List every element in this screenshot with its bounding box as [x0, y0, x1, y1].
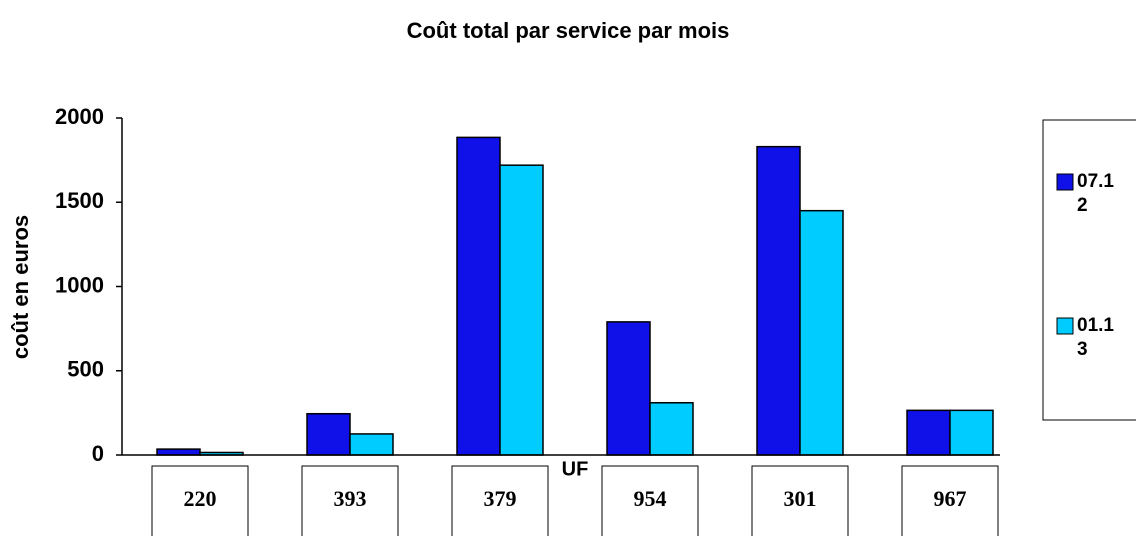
bar [156, 448, 201, 456]
bar [499, 164, 544, 456]
bar [799, 209, 844, 456]
x-axis-label: UF [562, 458, 589, 480]
category-box [751, 465, 849, 536]
bar [649, 402, 694, 456]
category-box [301, 465, 399, 536]
legend-label: 01.13 [1077, 315, 1114, 360]
x-tick-label: 954 [634, 486, 667, 511]
category-box [901, 465, 999, 536]
category-box [451, 465, 549, 536]
y-tick-label: 2000 [55, 104, 104, 129]
bar [906, 409, 951, 456]
y-tick-label: 0 [92, 441, 104, 466]
bar [306, 412, 351, 456]
y-tick-label: 500 [67, 357, 104, 382]
legend-label: 07.12 [1077, 171, 1114, 216]
legend-swatch [1056, 173, 1074, 191]
chart-title: Coût total par service par mois [407, 18, 730, 43]
x-tick-label: 967 [934, 486, 967, 511]
x-tick-label: 301 [784, 486, 817, 511]
x-tick-label: 379 [484, 486, 517, 511]
category-box [151, 465, 249, 536]
legend-box [1042, 119, 1136, 421]
y-axis-label: coût en euros [8, 215, 33, 359]
x-tick-label: 393 [334, 486, 367, 511]
y-tick-label: 1000 [55, 272, 104, 297]
bar [949, 409, 994, 456]
bar [456, 136, 501, 456]
x-tick-label: 220 [184, 486, 217, 511]
bar [606, 321, 651, 456]
y-tick-label: 1500 [55, 188, 104, 213]
bar [349, 433, 394, 456]
bar [756, 145, 801, 456]
category-box [601, 465, 699, 536]
legend-swatch [1056, 317, 1074, 335]
